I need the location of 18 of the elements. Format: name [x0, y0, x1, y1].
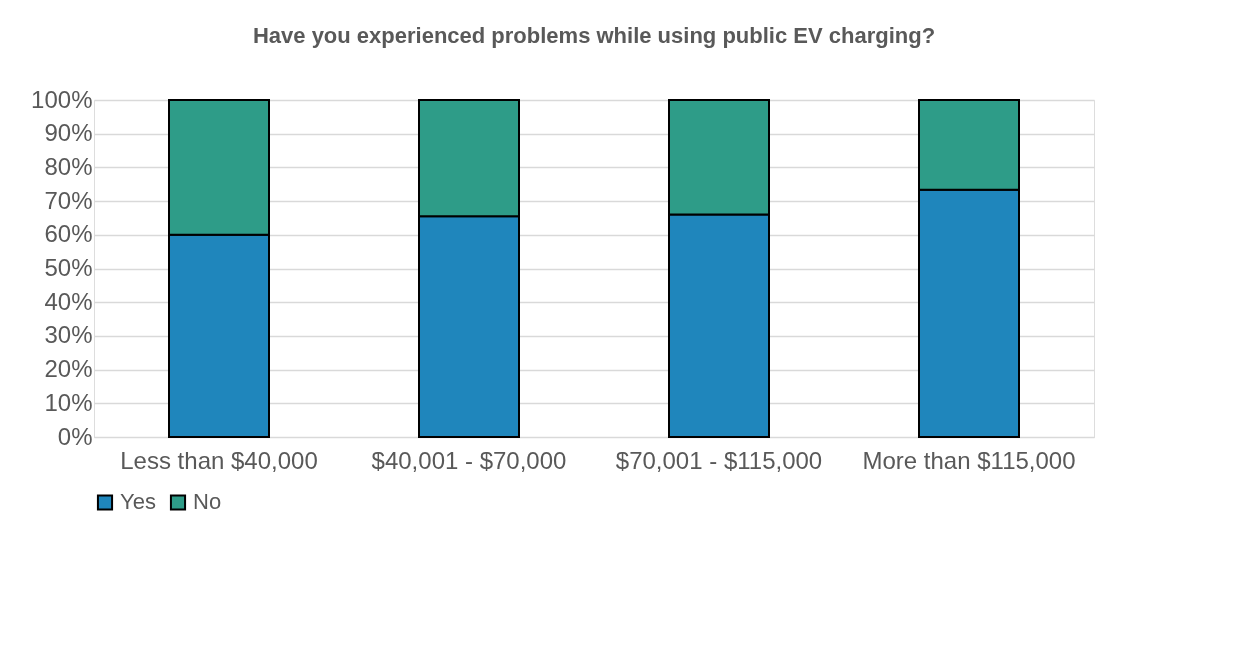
y-tick-label: 20%	[44, 355, 93, 383]
x-tick-label: $40,001 - $70,000	[371, 446, 567, 474]
y-tick-label: 70%	[44, 186, 93, 214]
y-tick-label: 10%	[44, 388, 93, 416]
y-tick-label: 80%	[44, 152, 93, 180]
y-tick-label: 90%	[44, 119, 93, 147]
y-tick-label: 40%	[44, 287, 93, 315]
legend-label: No	[193, 489, 222, 515]
legend-label: Yes	[120, 489, 156, 515]
x-tick-label: $70,001 - $115,000	[615, 446, 823, 474]
y-tick-label: 0%	[57, 422, 93, 450]
y-tick-label: 100%	[31, 85, 93, 113]
chart-title: Have you experienced problems while using public EV charging?	[252, 23, 936, 48]
y-tick-label: 50%	[44, 254, 93, 281]
x-tick-label: Less than $40,000	[120, 446, 318, 474]
x-tick-label: More than $115,000	[862, 446, 1076, 474]
y-tick-label: 30%	[44, 321, 93, 349]
y-tick-label: 60%	[44, 220, 93, 248]
